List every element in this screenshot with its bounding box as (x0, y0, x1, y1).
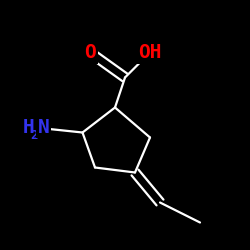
Text: O: O (84, 43, 96, 62)
Text: H: H (22, 118, 34, 137)
Text: 2: 2 (30, 129, 38, 142)
Text: N: N (38, 118, 49, 137)
Text: OH: OH (138, 43, 162, 62)
